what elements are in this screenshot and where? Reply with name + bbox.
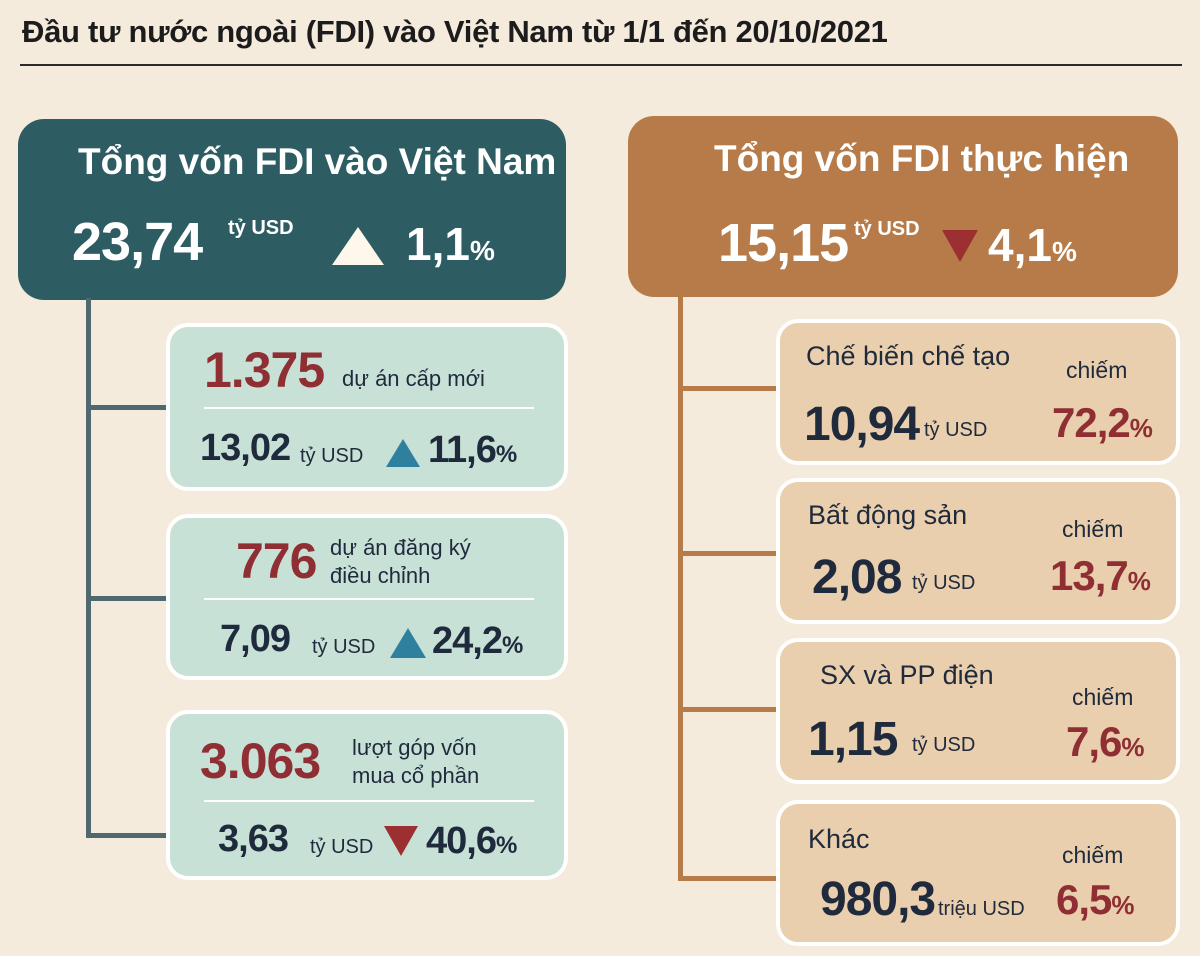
manufacturing-unit: tỷ USD — [924, 419, 988, 441]
electricity-card: SX và PP điện chiếm 1,15 tỷ USD 7,6% — [776, 638, 1180, 784]
real-estate-category: Bất động sản — [808, 500, 968, 530]
total-fdi-unit: tỷ USD — [228, 217, 294, 239]
implemented-fdi-change: 4,1% — [988, 219, 1077, 271]
electricity-value: 1,15 — [808, 713, 898, 766]
right-connector-vertical — [678, 295, 683, 881]
adjusted-projects-count: 776 — [236, 533, 317, 589]
down-arrow-icon — [384, 826, 418, 856]
electricity-share: 7,6% — [1066, 718, 1145, 765]
title-divider — [20, 64, 1182, 66]
other-card: Khác chiếm 980,3 triệu USD 6,5% — [776, 800, 1180, 946]
manufacturing-share-label: chiếm — [1066, 357, 1128, 383]
new-projects-count: 1.375 — [204, 342, 325, 398]
other-share: 6,5% — [1056, 876, 1135, 923]
up-arrow-icon — [390, 628, 426, 658]
manufacturing-card: Chế biến chế tạo chiếm 10,94 tỷ USD 72,2… — [776, 319, 1180, 465]
manufacturing-category: Chế biến chế tạo — [806, 341, 1011, 371]
card-divider — [204, 407, 534, 409]
capital-contribution-value: 3,63 — [218, 818, 289, 860]
adjusted-projects-change: 24,2% — [432, 620, 523, 662]
left-connector-3 — [86, 833, 168, 838]
total-fdi-change: 1,1% — [406, 218, 495, 270]
real-estate-unit: tỷ USD — [912, 572, 976, 594]
right-connector-1 — [678, 386, 778, 391]
left-connector-1 — [86, 405, 168, 410]
left-connector-vertical — [86, 298, 91, 838]
capital-contribution-unit: tỷ USD — [310, 836, 374, 858]
new-projects-unit: tỷ USD — [300, 445, 364, 467]
capital-contribution-label-1: lượt góp vốn — [352, 735, 477, 760]
real-estate-share: 13,7% — [1050, 552, 1151, 599]
adjusted-projects-card: 776 dự án đăng ký điều chỉnh 7,09 tỷ USD… — [166, 514, 568, 680]
capital-contribution-count: 3.063 — [200, 733, 321, 789]
total-fdi-title: Tổng vốn FDI vào Việt Nam — [78, 141, 557, 182]
adjusted-projects-label-2: điều chỉnh — [330, 563, 431, 588]
capital-contribution-change: 40,6% — [426, 820, 517, 862]
real-estate-value: 2,08 — [812, 551, 902, 604]
card-divider — [204, 800, 534, 802]
implemented-fdi-unit: tỷ USD — [854, 218, 920, 240]
right-connector-4 — [678, 876, 778, 881]
new-projects-label: dự án cấp mới — [342, 366, 485, 391]
new-projects-value: 13,02 — [200, 427, 291, 469]
manufacturing-value: 10,94 — [804, 398, 920, 451]
page-title: Đầu tư nước ngoài (FDI) vào Việt Nam từ … — [22, 14, 888, 49]
implemented-fdi-title: Tổng vốn FDI thực hiện — [714, 138, 1130, 179]
adjusted-projects-label-1: dự án đăng ký — [330, 535, 471, 560]
adjusted-projects-value: 7,09 — [220, 618, 291, 660]
left-connector-2 — [86, 596, 168, 601]
right-connector-3 — [678, 707, 778, 712]
electricity-unit: tỷ USD — [912, 734, 976, 756]
implemented-fdi-value: 15,15 — [718, 213, 849, 273]
other-share-label: chiếm — [1062, 842, 1124, 868]
down-arrow-icon — [942, 230, 978, 262]
new-projects-change: 11,6% — [428, 429, 517, 471]
other-value: 980,3 — [820, 873, 936, 926]
new-projects-card: 1.375 dự án cấp mới 13,02 tỷ USD 11,6% — [166, 323, 568, 491]
adjusted-projects-unit: tỷ USD — [312, 636, 376, 658]
total-fdi-header: Tổng vốn FDI vào Việt Nam 23,74 tỷ USD 1… — [18, 119, 566, 300]
capital-contribution-label-2: mua cổ phần — [352, 763, 480, 788]
right-connector-2 — [678, 551, 778, 556]
capital-contribution-card: 3.063 lượt góp vốn mua cổ phần 3,63 tỷ U… — [166, 710, 568, 880]
up-arrow-icon — [386, 439, 420, 467]
card-divider — [204, 598, 534, 600]
other-category: Khác — [808, 824, 870, 854]
real-estate-card: Bất động sản chiếm 2,08 tỷ USD 13,7% — [776, 478, 1180, 624]
implemented-fdi-header: Tổng vốn FDI thực hiện 15,15 tỷ USD 4,1% — [628, 116, 1178, 297]
total-fdi-value: 23,74 — [72, 212, 203, 272]
other-unit: triệu USD — [938, 898, 1025, 920]
real-estate-share-label: chiếm — [1062, 516, 1124, 542]
electricity-category: SX và PP điện — [820, 660, 994, 690]
manufacturing-share: 72,2% — [1052, 399, 1153, 446]
electricity-share-label: chiếm — [1072, 684, 1134, 710]
up-arrow-icon — [332, 227, 384, 265]
